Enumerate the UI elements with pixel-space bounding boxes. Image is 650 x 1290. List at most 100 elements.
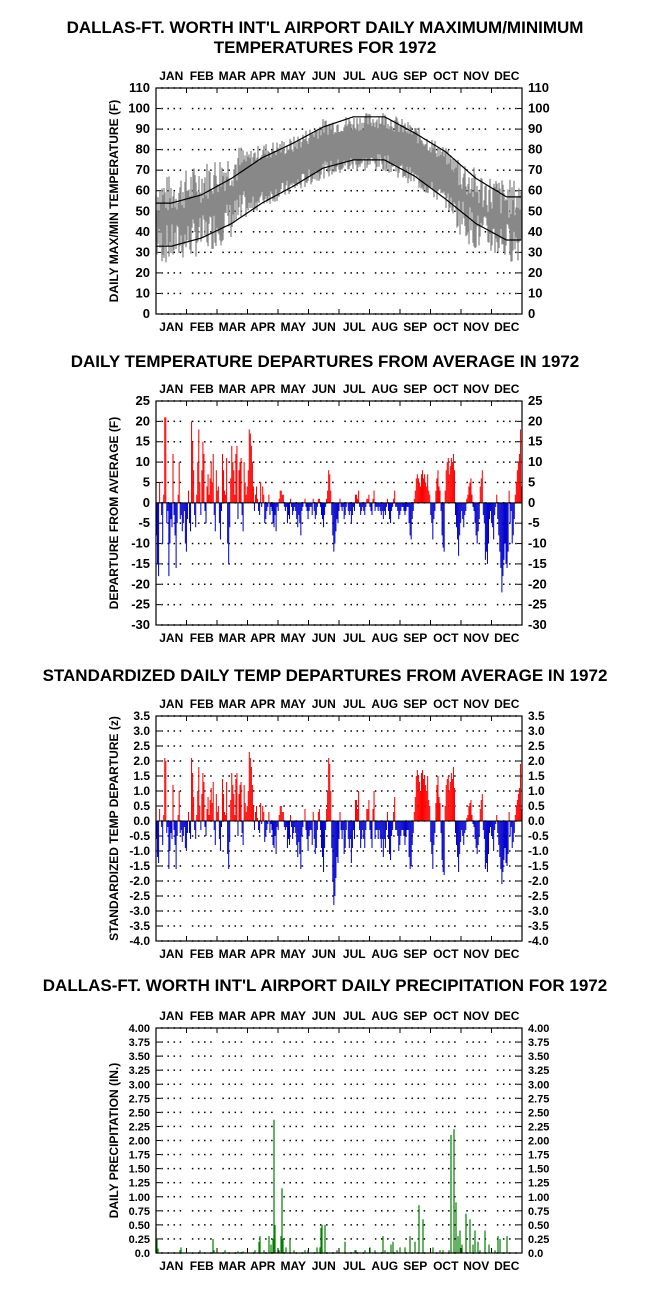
negative-departure-bar [405,821,407,836]
grid-dot [204,272,206,274]
grid-dot [161,1069,163,1071]
grid-dot [393,1196,395,1198]
grid-dot [179,603,182,606]
grid-dot [289,895,291,897]
grid-dot [265,272,267,274]
grid-dot [423,730,426,732]
grid-dot [454,292,456,295]
grid-dot [210,745,212,747]
grid-dot [234,440,237,443]
positive-departure-bar [312,812,314,821]
grid-dot [417,1069,420,1071]
grid-dot [466,128,468,130]
grid-dot [283,895,285,897]
positive-departure-bar [231,445,233,503]
grid-dot [240,775,243,777]
grid-dot [393,1125,395,1128]
negative-departure-bar [273,821,275,848]
grid-dot [258,583,261,586]
y-tick-label-right: 0.25 [528,1234,549,1246]
grid-dot [326,1041,328,1043]
grid-dot [313,760,316,762]
negative-departure-bar [158,821,160,863]
grid-dot [228,1069,230,1071]
y-tick-label-left: 15 [136,434,150,449]
grid-dot [478,542,481,545]
grid-dot [271,1196,273,1198]
grid-dot [356,1224,359,1226]
grid-dot [362,231,365,233]
month-label-top: AUG [371,382,398,396]
grid-dot [271,1224,273,1226]
grid-dot [252,603,255,606]
grid-dot [509,865,511,867]
grid-dot [362,1181,365,1184]
negative-departure-bar [307,821,309,851]
grid-dot [222,835,224,837]
negative-departure-bar [441,821,443,860]
grid-dot [362,1167,365,1170]
grid-dot [374,461,377,463]
negative-departure-bar [173,821,175,830]
grid-dot [356,1181,359,1184]
grid-dot [362,760,365,762]
month-label-top: FEB [190,1009,214,1023]
grid-dot [502,1210,505,1212]
negative-departure-bar [274,821,276,836]
negative-departure-bar [173,502,175,516]
grid-dot [515,1041,517,1043]
grid-dot [228,231,230,233]
grid-dot [252,925,255,927]
grid-dot [380,461,383,463]
positive-departure-bar [357,498,359,503]
grid-dot [515,420,517,423]
grid-dot [332,210,334,213]
grid-dot [509,925,511,927]
grid-dot [435,1097,438,1100]
grid-dot [362,850,365,852]
grid-dot [509,440,511,443]
grid-dot [283,1139,285,1142]
grid-dot [173,542,176,545]
positive-departure-bar [248,752,250,821]
positive-departure-bar [263,812,265,821]
grid-dot [509,745,511,747]
month-label-top: JUN [312,382,336,396]
grid-dot [478,420,481,423]
positive-departure-bar [187,490,189,503]
negative-departure-bar [297,821,299,857]
positive-departure-bar [257,498,259,503]
grid-dot [301,583,304,586]
positive-departure-bar [247,791,249,821]
grid-dot [405,1153,407,1156]
grid-dot [191,292,194,295]
negative-departure-bar [465,502,467,511]
grid-dot [179,895,182,897]
grid-dot [380,805,383,807]
positive-departure-bar [262,486,264,503]
grid-dot [362,210,365,213]
grid-dot [405,1210,407,1212]
grid-dot [411,440,413,443]
grid-dot [313,128,316,130]
positive-departure-bar [247,470,249,503]
grid-dot [319,1167,322,1170]
grid-dot [374,231,377,233]
grid-dot [265,1196,267,1198]
grid-dot [204,895,206,897]
grid-dot [191,850,194,852]
grid-dot [417,1238,420,1240]
grid-dot [204,910,206,912]
grid-dot [326,730,328,732]
grid-dot [423,1181,426,1184]
grid-dot [356,583,359,586]
grid-dot [161,522,163,524]
negative-departure-bar [371,502,373,516]
grid-dot [374,1224,377,1226]
grid-dot [448,272,450,274]
grid-dot [191,1041,194,1043]
grid-dot [356,1167,359,1170]
grid-dot [454,835,456,837]
negative-departure-bar [391,821,393,836]
grid-dot [405,805,407,807]
